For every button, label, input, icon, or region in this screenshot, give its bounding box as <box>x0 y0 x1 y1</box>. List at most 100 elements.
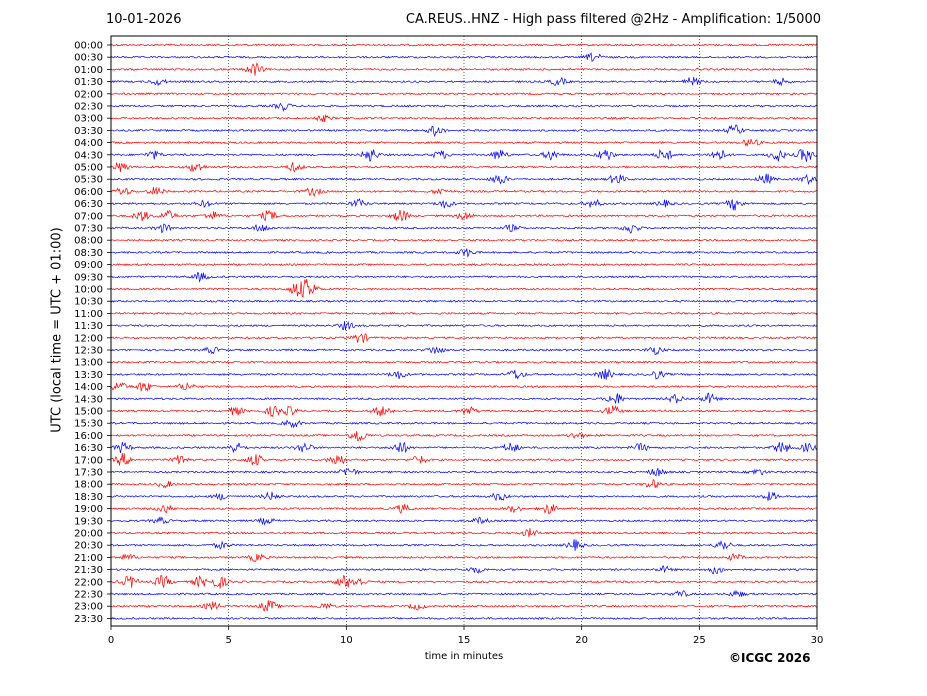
x-tick-label: 20 <box>575 635 588 646</box>
trace-0230 <box>110 102 818 113</box>
trace-1000 <box>110 279 818 298</box>
trace-1500 <box>110 405 818 418</box>
trace-1130 <box>110 320 818 331</box>
trace-1830 <box>110 491 818 502</box>
trace-1030 <box>110 299 818 303</box>
trace-1100 <box>110 311 818 316</box>
trace-0530 <box>110 173 818 186</box>
y-tick-label: 23:00 <box>74 602 103 613</box>
y-tick-label: 16:30 <box>74 443 103 454</box>
y-tick-label: 20:00 <box>74 529 103 540</box>
date-label: 10-01-2026 <box>106 12 182 27</box>
copyright-label: ©ICGC 2026 <box>729 651 811 665</box>
y-tick-label: 13:00 <box>74 358 103 369</box>
y-tick-label: 14:30 <box>74 394 103 405</box>
trace-1330 <box>110 368 818 380</box>
y-tick-label: 18:30 <box>74 492 103 503</box>
y-tick-label: 02:30 <box>74 102 103 113</box>
trace-2330 <box>110 616 818 620</box>
trace-1930 <box>111 516 818 526</box>
trace-2100 <box>110 553 818 563</box>
trace-0930 <box>110 272 818 283</box>
trace-0100 <box>110 62 817 76</box>
trace-1600 <box>110 431 818 442</box>
trace-0730 <box>110 223 818 234</box>
y-tick-label: 14:00 <box>74 382 103 393</box>
y-tick-label: 02:00 <box>74 89 103 100</box>
y-tick-label: 22:00 <box>74 577 103 588</box>
x-tick-label: 10 <box>340 635 353 646</box>
y-tick-label: 20:30 <box>74 541 103 552</box>
y-tick-label: 06:30 <box>74 199 103 210</box>
y-tick-label: 07:00 <box>74 211 103 222</box>
y-tick-label: 11:00 <box>74 309 103 320</box>
y-tick-label: 10:30 <box>74 297 103 308</box>
y-tick-label: 04:00 <box>74 138 103 149</box>
trace-0600 <box>110 186 817 197</box>
trace-0200 <box>110 92 818 96</box>
y-tick-label: 17:00 <box>74 455 103 466</box>
y-tick-label: 23:30 <box>74 614 103 625</box>
x-axis-label: time in minutes <box>424 651 504 662</box>
y-tick-label: 22:30 <box>74 590 103 601</box>
y-tick-label: 03:30 <box>74 126 103 137</box>
trace-1430 <box>110 392 818 404</box>
y-tick-label: 10:00 <box>74 285 103 296</box>
y-tick-label: 15:00 <box>74 407 103 418</box>
y-tick-label: 17:30 <box>74 468 103 479</box>
y-tick-label: 12:30 <box>74 346 103 357</box>
trace-1900 <box>110 503 818 515</box>
y-tick-label: 07:30 <box>74 224 103 235</box>
y-tick-label: 01:00 <box>74 65 103 76</box>
trace-2000 <box>110 528 818 538</box>
trace-2230 <box>110 589 818 598</box>
y-tick-label: 16:00 <box>74 431 103 442</box>
y-tick-label: 00:00 <box>74 41 103 52</box>
x-tick-label: 5 <box>225 635 231 646</box>
trace-1200 <box>110 333 818 343</box>
y-tick-label: 19:00 <box>74 504 103 515</box>
y-tick-label: 00:30 <box>74 53 103 64</box>
trace-1530 <box>110 419 818 429</box>
y-tick-label: 21:30 <box>74 565 103 576</box>
x-tick-label: 0 <box>108 635 114 646</box>
trace-1730 <box>110 467 818 477</box>
trace-0000 <box>110 43 818 47</box>
trace-1400 <box>110 381 818 392</box>
y-tick-label: 06:00 <box>74 187 103 198</box>
trace-1230 <box>110 346 818 355</box>
y-tick-label: 11:30 <box>74 321 103 332</box>
trace-0630 <box>110 197 818 211</box>
trace-0830 <box>110 248 818 258</box>
y-tick-label: 01:30 <box>74 77 103 88</box>
trace-1800 <box>110 478 818 489</box>
y-tick-label: 18:00 <box>74 480 103 491</box>
trace-2300 <box>110 600 818 612</box>
y-tick-label: 04:30 <box>74 150 103 161</box>
trace-1300 <box>110 360 818 364</box>
trace-0030 <box>110 51 818 62</box>
x-tick-label: 30 <box>811 635 824 646</box>
trace-0900 <box>110 262 818 267</box>
x-tick-label: 15 <box>458 635 471 646</box>
trace-1700 <box>111 452 818 466</box>
trace-0130 <box>111 76 818 87</box>
chart-title: CA.REUS..HNZ - High pass filtered @2Hz -… <box>405 12 821 27</box>
y-tick-label: 05:30 <box>74 175 103 186</box>
y-tick-label: 09:30 <box>74 272 103 283</box>
trace-0400 <box>110 138 818 147</box>
trace-2130 <box>110 565 818 575</box>
trace-0300 <box>110 114 818 123</box>
trace-1630 <box>110 441 818 454</box>
y-tick-label: 13:30 <box>74 370 103 381</box>
y-tick-label: 12:00 <box>74 333 103 344</box>
y-tick-label: 19:30 <box>74 516 103 527</box>
y-tick-label: 05:00 <box>74 163 103 174</box>
trace-2030 <box>110 539 818 552</box>
trace-0800 <box>110 238 818 242</box>
trace-0430 <box>110 148 818 162</box>
y-tick-label: 15:30 <box>74 419 103 430</box>
y-tick-label: 03:00 <box>74 114 103 125</box>
x-tick-label: 25 <box>693 635 706 646</box>
